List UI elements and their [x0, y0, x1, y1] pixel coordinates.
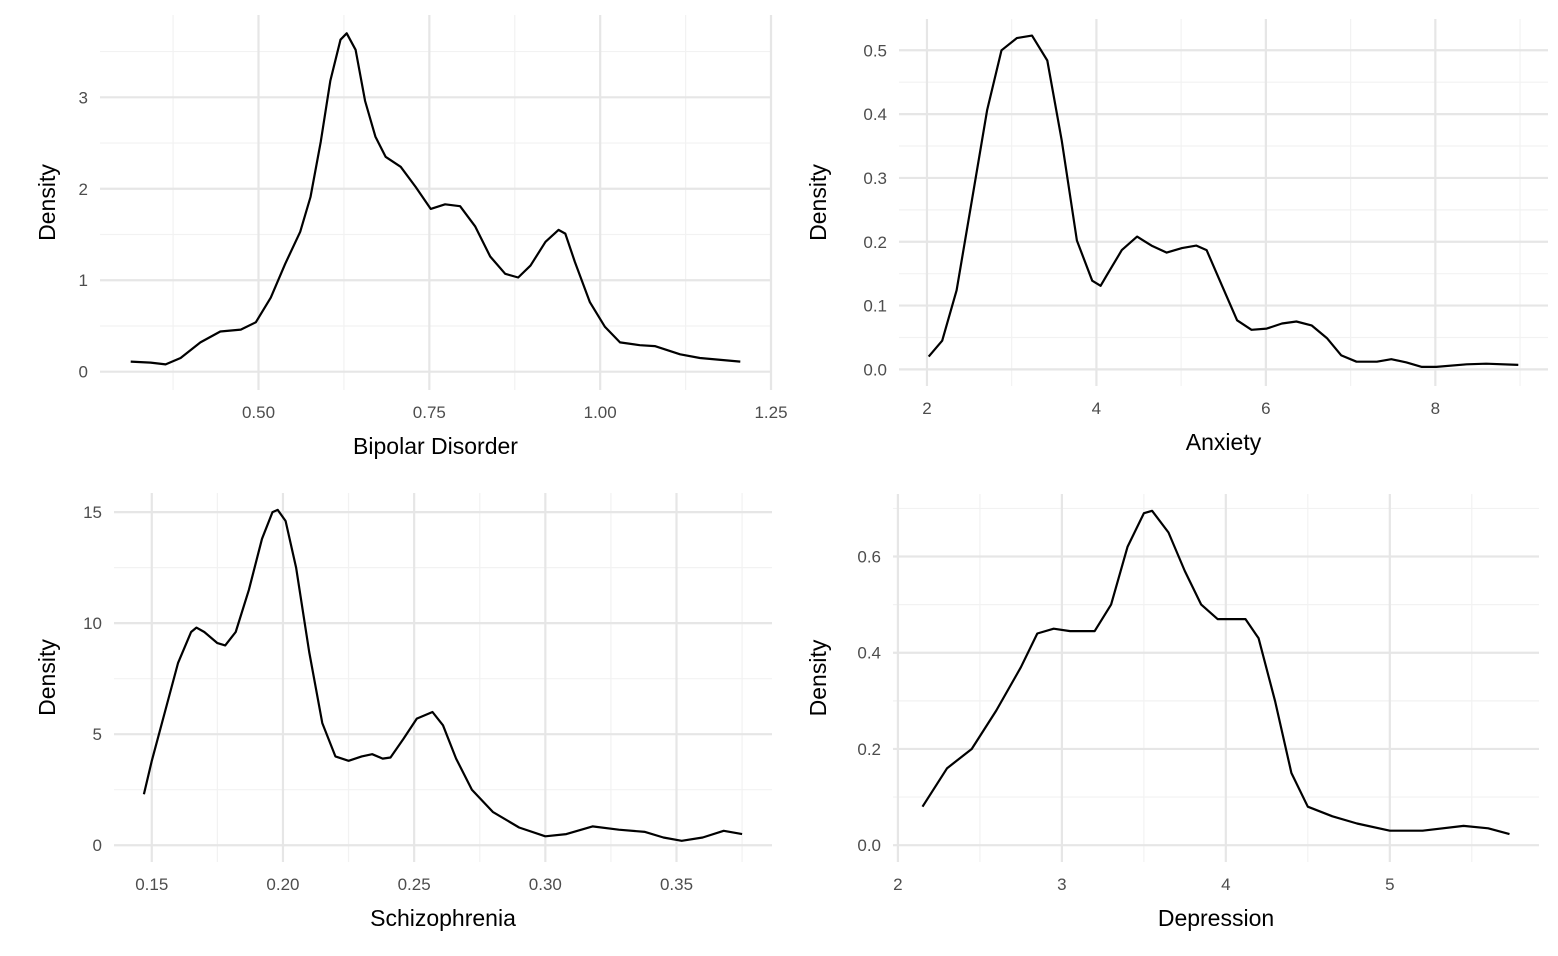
x-tick-label: 2 [893, 875, 902, 894]
x-tick-label: 5 [1385, 875, 1394, 894]
x-tick-label: 4 [1092, 399, 1101, 418]
y-tick-label: 0.2 [863, 233, 887, 252]
x-tick-label: 1.25 [754, 403, 787, 422]
y-tick-label: 0.5 [863, 41, 887, 60]
x-tick-label: 0.30 [529, 875, 562, 894]
x-tick-label: 4 [1221, 875, 1230, 894]
x-tick-label: 0.50 [242, 403, 275, 422]
density-panel-bipolar-disorder: 0.50 0.75 1.00 1.25 0 1 2 3 Bipolar Disorder Dens… [34, 15, 788, 459]
x-tick-label: 0.75 [413, 403, 446, 422]
x-axis-title: Anxiety [1186, 429, 1262, 455]
y-axis-title: Density [805, 639, 831, 716]
y-axis-title: Density [34, 164, 60, 241]
y-tick-label: 5 [93, 725, 102, 744]
y-tick-label: 0.1 [863, 297, 887, 316]
x-tick-label: 1.00 [584, 403, 617, 422]
density-curve [927, 34, 1519, 368]
y-tick-label: 0 [93, 836, 102, 855]
x-tick-label: 6 [1261, 399, 1270, 418]
density-panel-anxiety: 2 4 6 8 0.0 0.1 0.2 0.3 0.4 0.5 Anxiety Density [805, 19, 1548, 455]
x-tick-label: 0.15 [135, 875, 168, 894]
y-tick-label: 0 [79, 363, 88, 382]
density-panel-schizophrenia: 0.15 0.20 0.25 0.30 0.35 0 5 10 15 Schizophrenia D… [34, 493, 772, 931]
y-tick-label: 0.0 [863, 360, 887, 379]
x-axis-title: Bipolar Disorder [353, 433, 518, 459]
y-tick-label: 0.3 [863, 169, 887, 188]
y-tick-label: 0.4 [863, 105, 887, 124]
y-axis-title: Density [34, 639, 60, 716]
x-axis-title: Depression [1158, 905, 1274, 931]
x-tick-label: 2 [922, 399, 931, 418]
y-tick-label: 3 [79, 88, 88, 107]
density-curve [130, 32, 741, 366]
y-axis-title: Density [805, 164, 831, 241]
density-curve [142, 508, 743, 842]
x-tick-label: 0.25 [398, 875, 431, 894]
x-tick-label: 8 [1431, 399, 1440, 418]
density-panel-depression: 2 3 4 5 0.0 0.2 0.4 0.6 Depression Density [805, 494, 1539, 931]
y-tick-label: 15 [83, 503, 102, 522]
y-tick-label: 0.0 [857, 836, 881, 855]
x-axis-title: Schizophrenia [370, 905, 516, 931]
y-tick-label: 0.4 [857, 644, 881, 663]
y-tick-label: 0.2 [857, 740, 881, 759]
x-tick-label: 0.20 [266, 875, 299, 894]
y-tick-label: 1 [79, 271, 88, 290]
x-tick-label: 3 [1057, 875, 1066, 894]
y-tick-label: 2 [79, 180, 88, 199]
y-tick-label: 0.6 [857, 548, 881, 567]
y-tick-label: 10 [83, 614, 102, 633]
x-tick-label: 0.35 [660, 875, 693, 894]
density-curve [921, 509, 1510, 836]
